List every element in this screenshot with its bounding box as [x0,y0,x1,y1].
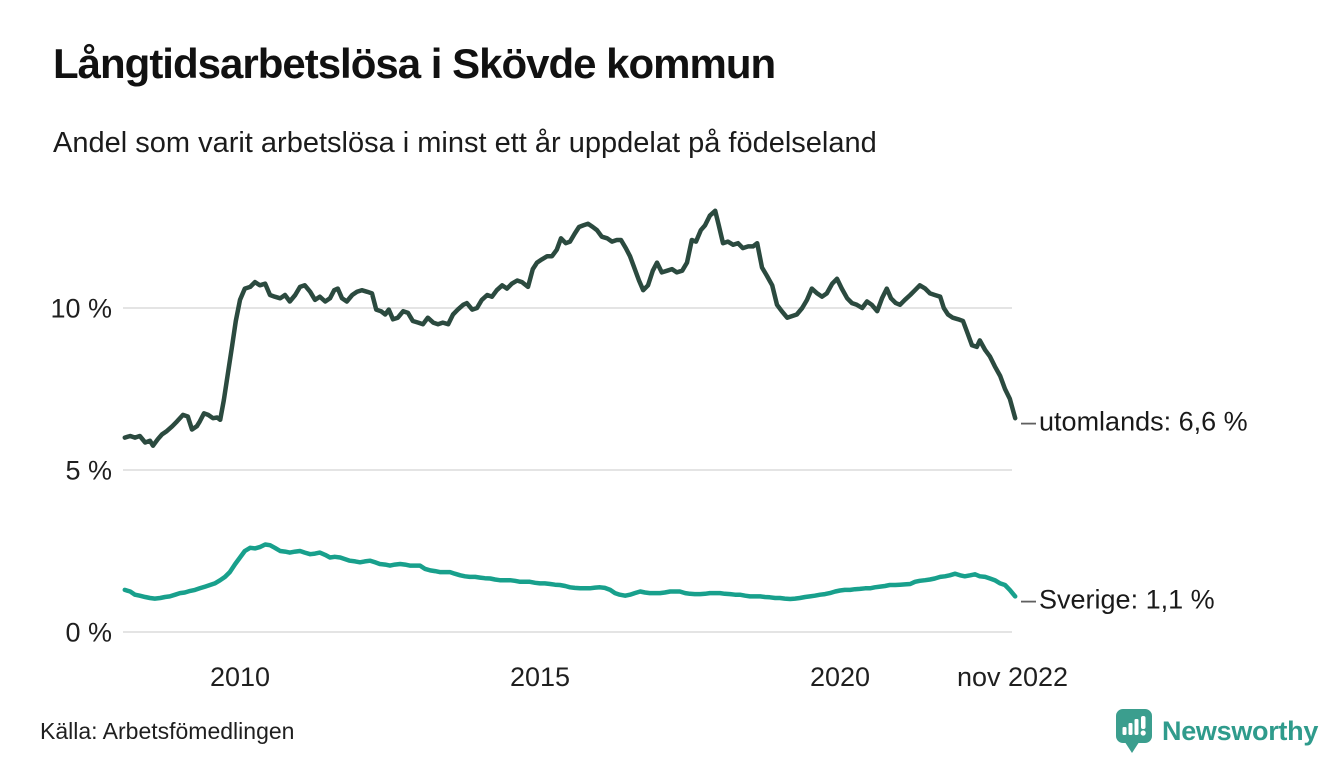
x-axis-tick-label: 2010 [209,662,271,692]
chart-subtitle: Andel som varit arbetslösa i minst ett å… [53,127,877,159]
y-axis-tick-label: 5 % [65,455,112,486]
newsworthy-logo: Newsworthy [1115,708,1318,754]
annotation-text: Sverige: 1,1 % [1039,584,1215,615]
series-end-label-utomlands: – utomlands: 6,6 % [1021,407,1248,438]
x-axis-tick-label: nov 2022 [956,662,1069,692]
x-axis-tick-label: 2015 [509,662,571,692]
gridlines [123,307,1012,633]
line-utomlands [122,208,1018,448]
x-axis-tick-label: 2020 [809,662,871,692]
annotation-text: utomlands: 6,6 % [1039,406,1248,437]
series-end-label-sverige: – Sverige: 1,1 % [1021,585,1215,616]
newsworthy-logo-text: Newsworthy [1162,715,1319,746]
source-caption: Källa: Arbetsfömedlingen [40,718,295,744]
line-Sverige [122,542,1018,602]
newsworthy-speech-bubble-bar-chart-icon [1116,709,1152,753]
y-axis-tick-label: 0 % [65,617,112,648]
chart-title: Långtidsarbetslösa i Skövde kommun [53,40,776,87]
y-axis-tick-label: 10 % [50,293,112,324]
data-lines [122,208,1018,602]
annotation-tick: – [1021,406,1037,437]
annotation-tick: – [1021,584,1037,615]
